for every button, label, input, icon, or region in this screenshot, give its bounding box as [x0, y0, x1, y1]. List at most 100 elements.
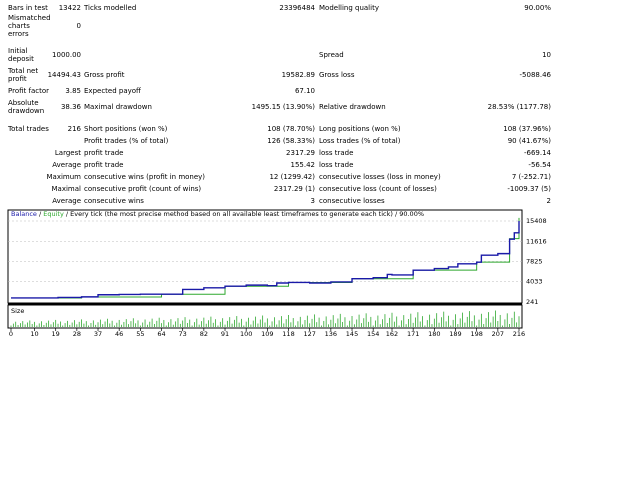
label-mismatched-2: charts	[8, 22, 30, 30]
label-total-net-profit-1: Total net	[8, 67, 39, 75]
label-gross-profit: Gross profit	[84, 71, 125, 79]
legend-balance: Balance	[11, 210, 37, 218]
x-tick-label: 207	[492, 330, 504, 338]
label-bars-in-test: Bars in test	[8, 4, 48, 12]
value-ticks-modelled: 23396484	[279, 4, 315, 12]
y-tick-label: 11616	[526, 237, 547, 245]
legend-quality: 90.00%	[399, 210, 424, 218]
x-tick-label: 10	[30, 330, 38, 338]
label-average-consecutive-losses: consecutive losses	[319, 197, 385, 205]
value-expected-payoff: 67.10	[294, 87, 315, 95]
label-total-trades: Total trades	[8, 125, 49, 133]
chart-legend: Balance / Equity / Every tick (the most …	[11, 210, 424, 218]
equity-line	[11, 217, 520, 299]
x-tick-label: 145	[346, 330, 358, 338]
volume-panel-label: Size	[11, 307, 24, 315]
value-mismatched: 0	[76, 22, 81, 30]
value-gross-loss: -5088.46	[519, 71, 551, 79]
x-tick-label: 162	[386, 330, 398, 338]
y-tick-label: 7825	[526, 257, 543, 265]
x-tick-label: 91	[221, 330, 229, 338]
value-modelling-quality: 90.00%	[524, 4, 551, 12]
x-tick-label: 127	[303, 330, 315, 338]
value-maximal-consecutive-profit: 2317.29 (1)	[273, 185, 315, 193]
value-maximal-consecutive-loss: -1009.37 (5)	[507, 185, 551, 193]
legend-sep-2: /	[64, 210, 70, 218]
balance-line	[11, 221, 520, 299]
x-tick-label: 136	[325, 330, 337, 338]
x-tick-label: 216	[513, 330, 525, 338]
value-total-net-profit: 14494.43	[47, 71, 81, 79]
x-tick-label: 64	[157, 330, 165, 338]
value-maximal-drawdown: 1495.15 (13.90%)	[251, 103, 315, 111]
value-spread: 10	[542, 51, 551, 59]
value-largest-profit-trade: 2317.29	[286, 149, 315, 157]
label-short-positions: Short positions (won %)	[84, 125, 168, 133]
x-tick-label: 46	[115, 330, 123, 338]
x-tick-label: 189	[449, 330, 461, 338]
label-average-consecutive-wins: consecutive wins	[84, 197, 144, 205]
label-largest: Largest	[54, 149, 81, 157]
x-tick-label: 55	[136, 330, 144, 338]
label-maximal: Maximal	[51, 185, 81, 193]
label-initial-deposit-2: deposit	[8, 55, 34, 63]
label-initial-deposit-1: Initial	[8, 47, 28, 55]
value-average-profit-trade: 155.42	[290, 161, 316, 169]
label-maximum: Maximum	[46, 173, 82, 181]
label-average-profit-trade: profit trade	[84, 161, 124, 169]
value-loss-trades: 90 (41.67%)	[507, 137, 551, 145]
x-tick-label: 37	[94, 330, 102, 338]
value-relative-drawdown: 28.53% (1177.78)	[487, 103, 551, 111]
value-max-consecutive-wins: 12 (1299.42)	[269, 173, 315, 181]
legend-sep-3: /	[393, 210, 399, 218]
label-ticks-modelled: Ticks modelled	[84, 4, 137, 12]
label-absolute-drawdown-1: Absolute	[8, 99, 39, 107]
label-mismatched-1: Mismatched	[8, 14, 51, 22]
x-tick-label: 109	[261, 330, 273, 338]
value-average-consecutive-wins: 3	[310, 197, 315, 205]
x-tick-label: 118	[282, 330, 294, 338]
label-max-consecutive-losses: consecutive losses (loss in money)	[319, 173, 441, 181]
label-largest-loss-trade: loss trade	[319, 149, 354, 157]
x-tick-label: 198	[470, 330, 482, 338]
label-average-consecutive: Average	[52, 197, 81, 205]
value-absolute-drawdown: 38.36	[60, 103, 81, 111]
label-relative-drawdown: Relative drawdown	[319, 103, 386, 111]
y-tick-label: 241	[526, 298, 538, 306]
value-average-loss-trade: -56.54	[528, 161, 551, 169]
value-profit-factor: 3.85	[65, 87, 81, 95]
label-largest-profit-trade: profit trade	[84, 149, 124, 157]
label-average-loss-trade: loss trade	[319, 161, 354, 169]
label-maximal-consecutive-loss: consecutive loss (count of losses)	[319, 185, 437, 193]
legend-equity: Equity	[43, 210, 64, 218]
x-tick-label: 154	[367, 330, 379, 338]
label-expected-payoff: Expected payoff	[84, 87, 141, 95]
value-total-trades: 216	[67, 125, 81, 133]
legend-sep-1: /	[37, 210, 43, 218]
x-tick-label: 73	[179, 330, 187, 338]
price-panel-frame	[7, 209, 523, 304]
x-tick-label: 100	[240, 330, 252, 338]
value-profit-trades: 126 (58.33%)	[267, 137, 315, 145]
x-tick-label: 0	[9, 330, 13, 338]
value-gross-profit: 19582.89	[281, 71, 315, 79]
label-max-consecutive-wins: consecutive wins (profit in money)	[84, 173, 206, 181]
value-bars-in-test: 13422	[58, 4, 81, 12]
label-profit-factor: Profit factor	[8, 87, 49, 95]
label-spread: Spread	[319, 51, 344, 59]
value-max-consecutive-losses: 7 (-252.71)	[511, 173, 551, 181]
label-maximal-drawdown: Maximal drawdown	[84, 103, 152, 111]
legend-model-text: Every tick (the most precise method base…	[70, 210, 393, 218]
x-tick-label: 19	[52, 330, 60, 338]
x-tick-label: 82	[200, 330, 208, 338]
label-absolute-drawdown-2: drawdown	[8, 107, 45, 115]
value-short-positions: 108 (78.70%)	[267, 125, 315, 133]
label-average: Average	[52, 161, 81, 169]
label-total-net-profit-2: profit	[8, 75, 27, 83]
x-tick-label: 180	[428, 330, 440, 338]
label-modelling-quality: Modelling quality	[319, 4, 379, 12]
label-loss-trades: Loss trades (% of total)	[319, 137, 401, 145]
value-long-positions: 108 (37.96%)	[503, 125, 551, 133]
value-average-consecutive-losses: 2	[546, 197, 551, 205]
